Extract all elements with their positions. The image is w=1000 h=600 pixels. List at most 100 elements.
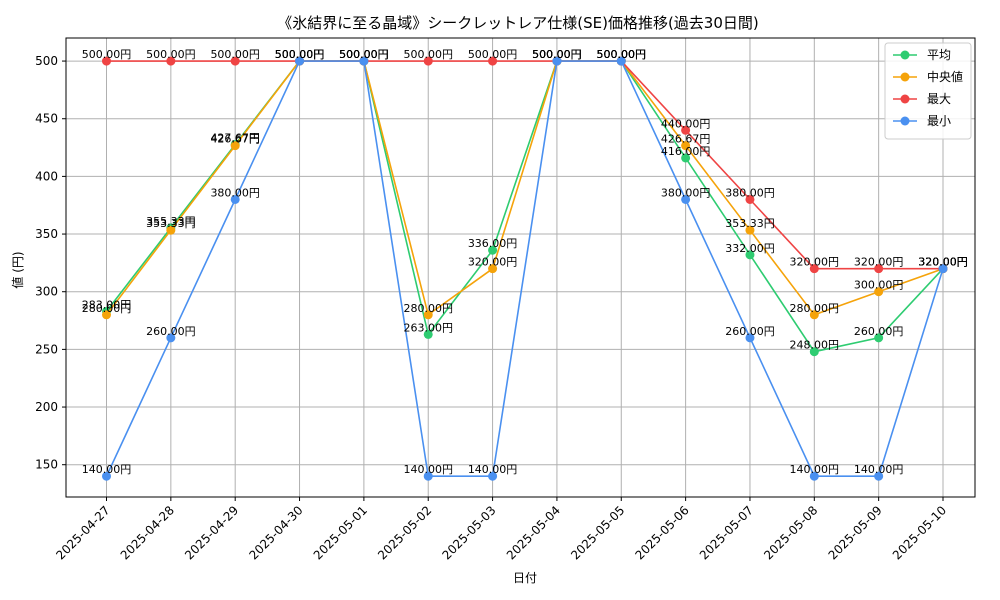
data-point — [681, 141, 691, 151]
data-label: 353.33円 — [725, 217, 775, 230]
data-point — [423, 471, 433, 481]
y-tick-label: 250 — [35, 342, 58, 356]
y-tick-label: 400 — [35, 169, 58, 183]
data-label: 300.00円 — [854, 279, 904, 292]
data-label: 500.00円 — [532, 48, 582, 61]
data-point — [681, 153, 691, 163]
data-label: 355.33円 — [146, 215, 196, 228]
data-point — [616, 56, 626, 66]
data-label: 320.00円 — [918, 256, 968, 269]
data-point — [938, 264, 948, 274]
data-label: 500.00円 — [146, 48, 196, 61]
data-label: 380.00円 — [210, 186, 260, 199]
data-point — [552, 56, 562, 66]
data-label: 320.00円 — [918, 256, 968, 269]
data-point — [423, 56, 433, 66]
y-axis-title: 値 (円) — [10, 251, 25, 288]
y-tick-label: 300 — [35, 285, 58, 299]
data-label: 380.00円 — [661, 186, 711, 199]
y-tick-label: 350 — [35, 227, 58, 241]
y-tick-label: 150 — [35, 458, 58, 472]
data-label: 500.00円 — [275, 48, 325, 61]
data-point — [102, 56, 111, 66]
data-label: 320.00円 — [468, 256, 518, 269]
data-label: 248.00円 — [790, 339, 840, 352]
data-point — [423, 329, 433, 339]
data-label: 353.33円 — [146, 217, 196, 230]
data-label: 500.00円 — [597, 48, 647, 61]
legend-item: 平均 — [893, 48, 951, 62]
data-label: 500.00円 — [403, 48, 453, 61]
data-label: 320.00円 — [854, 256, 904, 269]
data-point — [230, 56, 240, 66]
data-label: 140.00円 — [403, 463, 453, 476]
data-label: 280.00円 — [82, 302, 132, 315]
data-point — [809, 347, 819, 357]
data-labels: 283.00円 355.33円 427.67円 500.00円 500.00円 263.0… — [82, 48, 968, 476]
data-point — [745, 333, 755, 343]
x-tick-label: 2025-04-30 — [246, 503, 305, 562]
data-label: 500.00円 — [339, 48, 389, 61]
data-label: 500.00円 — [597, 48, 647, 61]
data-label: 280.00円 — [790, 302, 840, 315]
data-point — [230, 194, 240, 204]
data-label: 500.00円 — [339, 48, 389, 61]
x-tick-label: 2025-05-10 — [890, 503, 949, 562]
data-label: 500.00円 — [82, 48, 132, 61]
data-label: 332.00円 — [725, 242, 775, 255]
data-point — [166, 333, 176, 343]
data-point — [745, 225, 755, 235]
data-point — [102, 471, 111, 481]
x-tick-label: 2025-05-02 — [375, 503, 434, 562]
y-tick-label: 500 — [35, 54, 58, 68]
x-tick-label: 2025-04-28 — [118, 503, 177, 562]
data-point — [295, 56, 305, 66]
legend-box — [884, 42, 972, 140]
data-point — [809, 310, 819, 320]
data-label: 440.00円 — [661, 117, 711, 130]
x-axis: 2025-04-27 2025-04-28 2025-04-29 2025-04-30… — [53, 497, 949, 562]
data-label: 426.67円 — [661, 133, 711, 146]
data-point — [488, 471, 498, 481]
data-point — [230, 141, 240, 151]
data-label: 500.00円 — [468, 48, 518, 61]
data-label: 500.00円 — [532, 48, 582, 61]
data-point — [874, 287, 884, 297]
data-label: 500.00円 — [339, 48, 389, 61]
x-tick-label: 2025-04-27 — [53, 503, 112, 562]
data-point — [359, 56, 369, 66]
data-label: 263.00円 — [403, 321, 453, 334]
legend-swatch-marker — [900, 50, 910, 60]
data-label: 416.00円 — [661, 145, 711, 158]
data-label: 260.00円 — [854, 325, 904, 338]
data-label: 283.00円 — [82, 298, 132, 311]
data-label: 380.00円 — [725, 186, 775, 199]
x-tick-label: 2025-04-29 — [182, 503, 241, 562]
data-point — [102, 310, 111, 320]
data-label: 280.00円 — [403, 302, 453, 315]
data-label: 500.00円 — [532, 48, 582, 61]
data-label: 260.00円 — [725, 325, 775, 338]
data-label: 426.67円 — [210, 133, 260, 146]
data-label: 336.00円 — [468, 237, 518, 250]
data-label: 140.00円 — [790, 463, 840, 476]
legend-label: 平均 — [927, 48, 951, 62]
series-lines — [102, 56, 948, 481]
plot-area-frame — [65, 37, 976, 498]
data-point — [423, 310, 433, 320]
legend-label: 最小 — [927, 114, 951, 128]
data-label: 427.67円 — [210, 131, 260, 144]
data-point — [745, 250, 755, 260]
data-point — [488, 245, 498, 255]
data-label: 500.00円 — [339, 48, 389, 61]
x-tick-label: 2025-05-06 — [633, 503, 692, 562]
data-point — [681, 125, 691, 135]
series-line — [105, 60, 944, 478]
legend-swatch-marker — [900, 116, 910, 126]
legend-swatch-marker — [900, 94, 910, 104]
data-label: 140.00円 — [854, 463, 904, 476]
data-point — [809, 471, 819, 481]
data-label: 500.00円 — [532, 48, 582, 61]
legend-label: 最大 — [927, 92, 951, 106]
